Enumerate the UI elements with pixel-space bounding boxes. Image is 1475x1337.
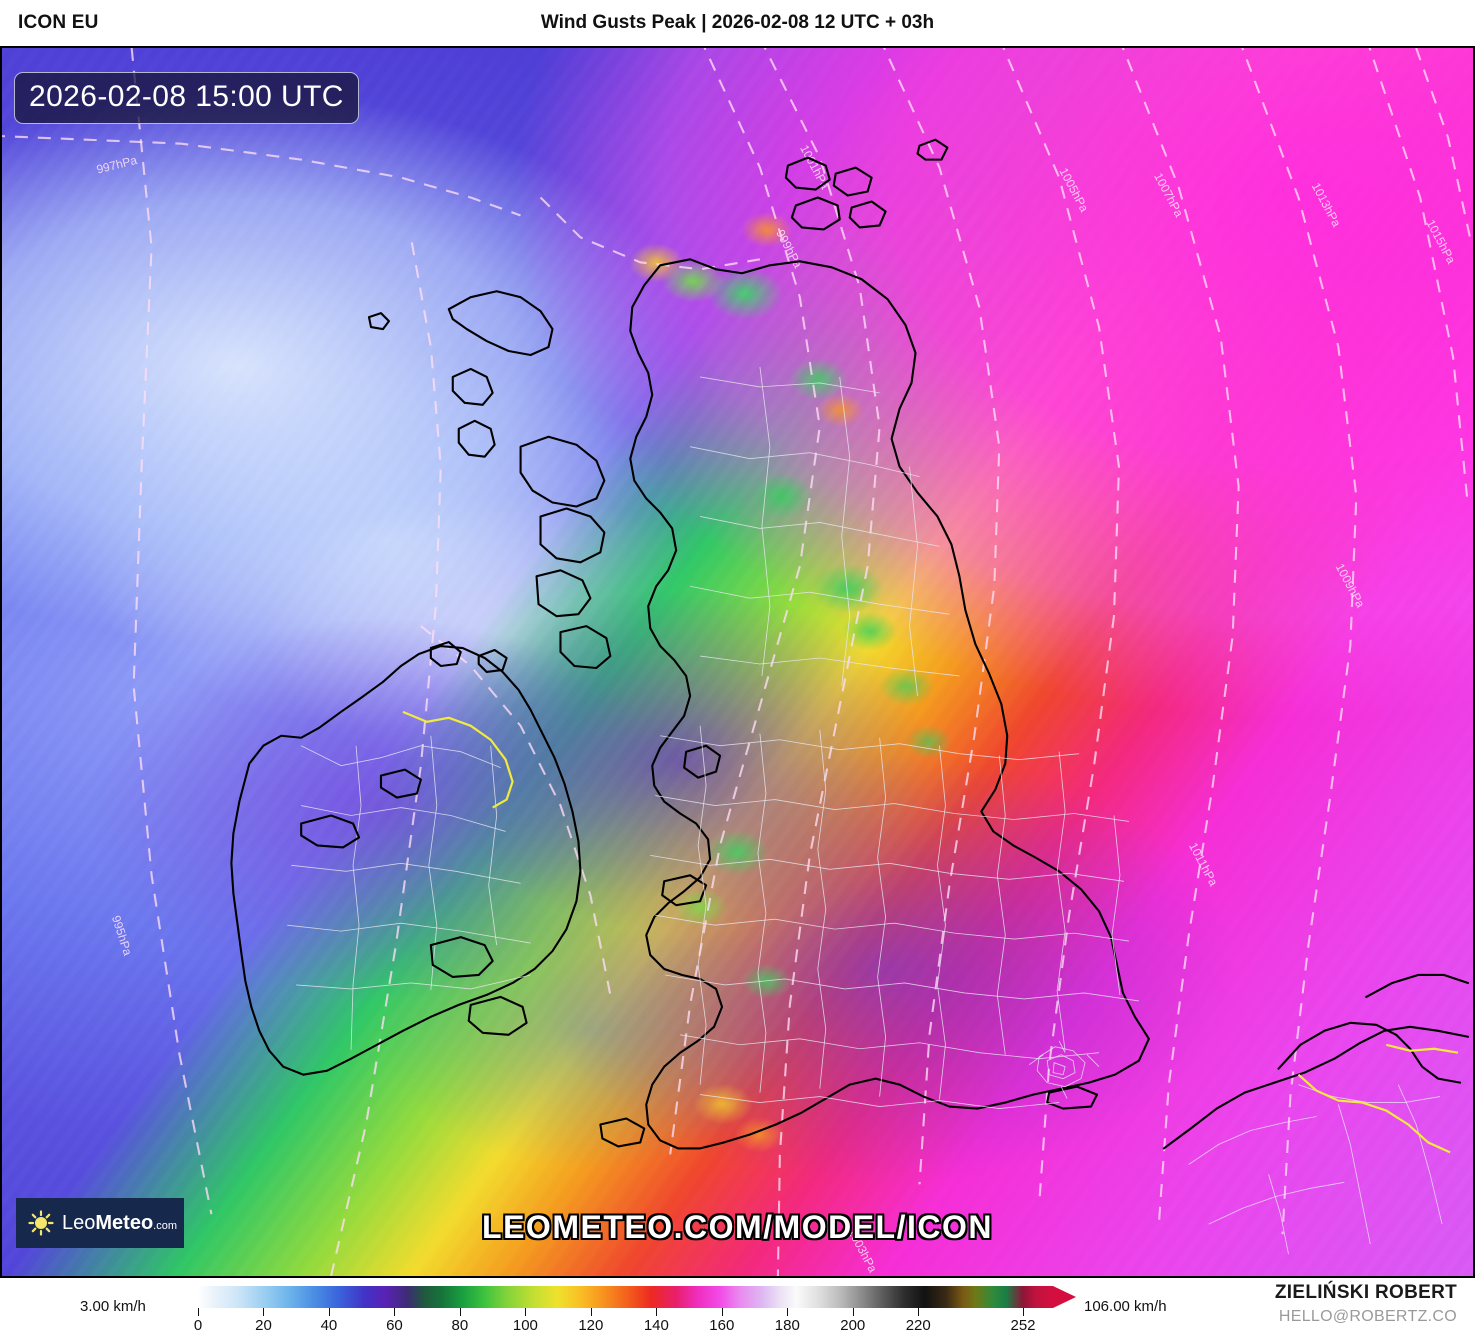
colorbar-tick — [918, 1308, 920, 1316]
gust-field-orographic-layer — [2, 48, 1473, 1276]
isobar-label: 1011hPa — [1186, 840, 1221, 888]
national-border-northern-ireland — [402, 710, 514, 809]
colorbar-tick-label: 40 — [320, 1317, 338, 1334]
colorbar-tick — [525, 1308, 527, 1316]
watermark: LEOMETEO.COM/MODEL/ICON — [482, 1209, 993, 1245]
isobar-label: 995hPa — [109, 914, 135, 958]
colorbar-tick — [459, 1308, 461, 1316]
colorbar-tick — [1023, 1308, 1024, 1316]
colorbar-tick-label: 120 — [578, 1317, 604, 1334]
isobar-label: 1009hPa — [1333, 561, 1368, 610]
page-header: ICON EU Wind Gusts Peak | 2026-02-08 12 … — [0, 0, 1475, 46]
coastline-scottish-isles — [300, 290, 646, 1148]
coastline-ireland — [230, 645, 582, 1076]
author-email[interactable]: HELLO@ROBERTZ.CO — [1278, 1308, 1457, 1325]
colorbar-tick-label: 100 — [512, 1317, 538, 1334]
colorbar-tick-label: 0 — [193, 1317, 203, 1334]
colorbar-tick-label: 160 — [709, 1317, 735, 1334]
admin-boundaries-great-britain — [650, 366, 1139, 1109]
colorbar-tick-label: 252 — [1010, 1317, 1036, 1334]
colorbar-tick-label: 20 — [255, 1317, 272, 1334]
coastline-low-countries — [1277, 1021, 1462, 1084]
coastline-denmark-north — [1365, 973, 1470, 998]
isobar-lines — [2, 48, 1472, 1276]
coastline-great-britain — [629, 258, 1150, 1150]
model-label: ICON EU — [18, 12, 99, 33]
national-border-belgium-france — [1297, 1073, 1451, 1154]
colorbar-tick-label: 220 — [905, 1317, 931, 1334]
colorbar-tick — [787, 1308, 789, 1316]
colorbar-tick-label: 180 — [774, 1317, 800, 1334]
map-canvas[interactable] — [2, 48, 1473, 1276]
timestamp-badge: 2026-02-08 15:00 UTC — [14, 72, 359, 124]
colorbar-tick-label: 200 — [840, 1317, 866, 1334]
colorbar-tick — [328, 1308, 330, 1316]
colorbar-right-cap — [1053, 1286, 1076, 1308]
colorbar-axis: 0 20 40 60 80 100 120 140 160 180 200 220 252 — [194, 1308, 1036, 1334]
logo-part2: Meteo — [95, 1211, 154, 1234]
national-border-netherlands — [1385, 1043, 1459, 1054]
colorbar-tick — [198, 1308, 199, 1316]
coastline-small-islands — [661, 744, 1099, 1110]
colorbar-tick — [656, 1308, 658, 1316]
colorbar-tick-label: 80 — [451, 1317, 469, 1334]
colorbar-tick-label: 60 — [386, 1317, 403, 1334]
logo-part3: .com — [153, 1219, 178, 1232]
map-frame[interactable]: 997hPa 995hPa 999hPa 1001hPa 1003hPa 1005hPa 1… — [0, 46, 1475, 1278]
logo-part1: Leo — [62, 1211, 96, 1234]
isobar-label: 1013hPa — [1309, 180, 1344, 229]
colorbar-tick — [590, 1308, 592, 1316]
coastline-continental-europe — [1162, 1025, 1470, 1150]
colorbar-footer: 3.00 km/h 106.00 km/h 0 20 40 60 80 100 120 140… — [0, 1278, 1475, 1337]
colorbar-gradient — [198, 1286, 1053, 1308]
colorbar-min-label: 3.00 km/h — [80, 1298, 146, 1315]
admin-boundaries-ireland — [287, 735, 531, 1050]
isobar-label: 997hPa — [95, 153, 139, 177]
leometeo-logo[interactable]: LeoMeteo.com — [16, 1198, 184, 1248]
sun-icon — [28, 1210, 54, 1236]
coastline-northern-isles — [367, 138, 949, 331]
gust-field-texture-layer — [2, 48, 1473, 1276]
colorbar-tick — [852, 1308, 854, 1316]
author-name: ZIELIŃSKI ROBERT — [1274, 1282, 1457, 1303]
logo-text: LeoMeteo.com — [62, 1212, 177, 1235]
colorbar-tick — [263, 1308, 265, 1316]
colorbar[interactable] — [168, 1286, 1076, 1308]
admin-boundaries-europe — [1188, 1084, 1443, 1255]
page-title: Wind Gusts Peak | 2026-02-08 12 UTC + 03… — [540, 12, 935, 33]
colorbar-tick — [394, 1308, 396, 1316]
colorbar-left-cap — [168, 1286, 198, 1308]
colorbar-tick-label: 140 — [643, 1317, 669, 1334]
colorbar-tick — [721, 1308, 723, 1316]
colorbar-max-label: 106.00 km/h — [1084, 1298, 1167, 1315]
